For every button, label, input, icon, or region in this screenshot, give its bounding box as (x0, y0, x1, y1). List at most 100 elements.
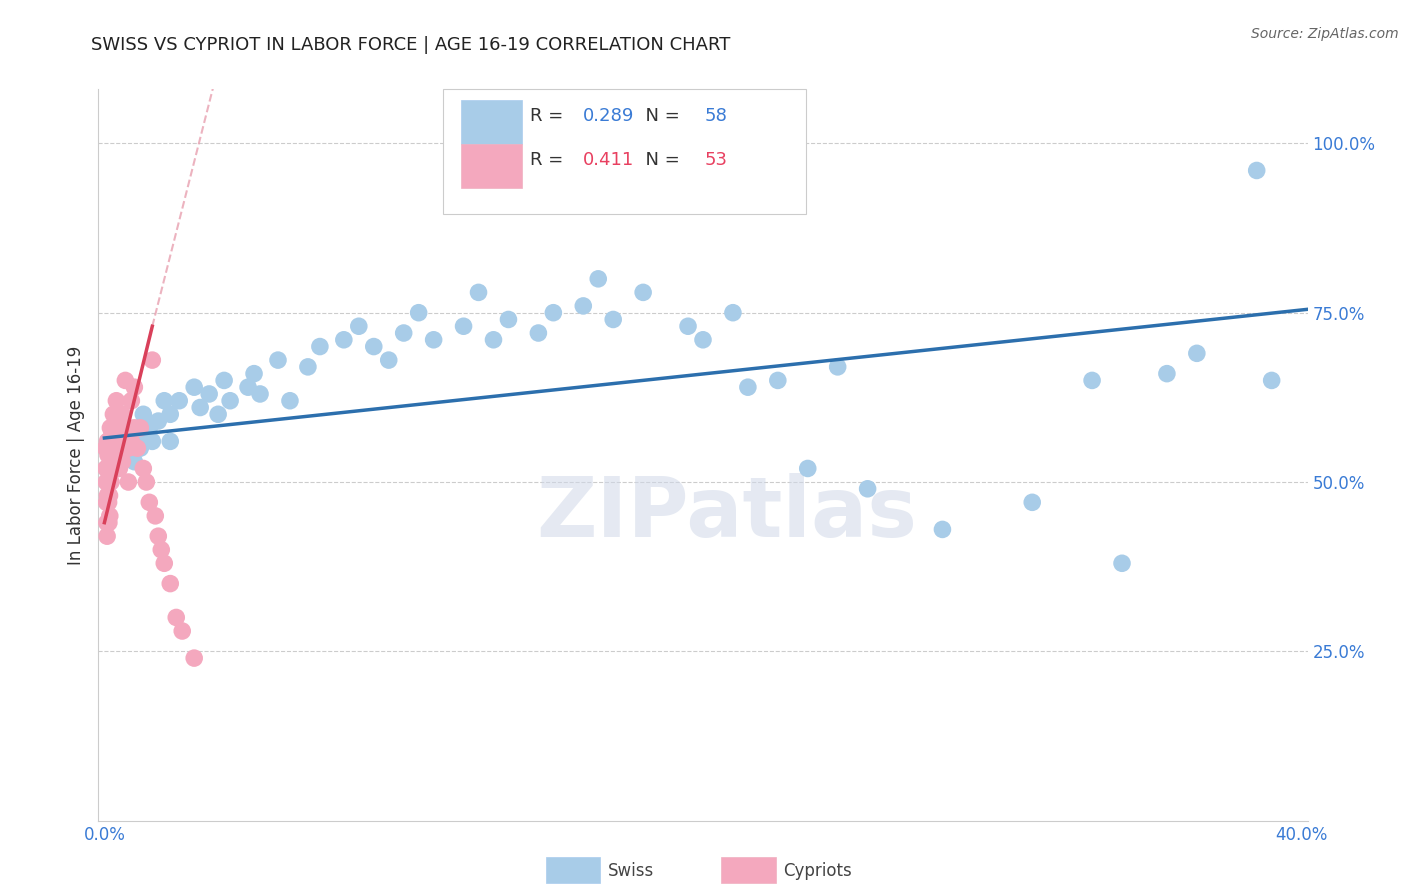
Point (120, 434, 142, 449)
Point (236, 380, 259, 394)
Point (97, 495, 120, 509)
Point (453, 319, 475, 334)
Point (127, 427, 149, 442)
Point (159, 576, 181, 591)
Point (392, 326, 415, 340)
Point (138, 421, 160, 435)
Y-axis label: In Labor Force | Age 16-19: In Labor Force | Age 16-19 (66, 345, 84, 565)
Point (107, 441, 129, 455)
Point (100, 461, 122, 475)
Point (103, 441, 125, 455)
Point (94, 461, 117, 475)
Point (267, 353, 290, 368)
Point (422, 333, 444, 347)
Point (97, 475, 120, 489)
Point (129, 421, 152, 435)
Point (138, 495, 160, 509)
Point (1111, 556, 1133, 570)
FancyBboxPatch shape (461, 144, 522, 188)
Point (347, 319, 370, 334)
Point (931, 523, 953, 537)
Point (135, 475, 157, 489)
Text: 58: 58 (704, 107, 727, 125)
Point (105, 393, 128, 408)
FancyBboxPatch shape (461, 100, 522, 144)
Point (103, 407, 125, 421)
Point (188, 401, 211, 415)
Point (1081, 373, 1104, 387)
Point (165, 610, 187, 624)
Point (96, 475, 118, 489)
Point (159, 434, 181, 449)
Point (124, 380, 146, 394)
Point (97, 516, 120, 530)
Point (212, 373, 235, 387)
Point (96, 529, 118, 543)
Point (98, 508, 121, 523)
Point (124, 455, 146, 469)
Text: Cypriots: Cypriots (783, 862, 852, 880)
Point (602, 312, 624, 326)
Point (114, 421, 136, 435)
Point (104, 421, 127, 435)
Point (586, 272, 609, 286)
Point (129, 441, 152, 455)
Text: R =: R = (530, 151, 569, 169)
Point (141, 353, 163, 368)
Point (114, 373, 136, 387)
Point (797, 461, 820, 475)
Point (96, 489, 118, 503)
Point (1156, 367, 1178, 381)
Point (467, 285, 489, 300)
Point (117, 475, 139, 489)
Point (132, 431, 155, 445)
Point (737, 380, 759, 394)
Point (543, 306, 565, 320)
Point (278, 393, 301, 408)
Point (148, 414, 170, 428)
Point (111, 455, 134, 469)
Point (98, 461, 121, 475)
Text: N =: N = (634, 107, 686, 125)
Point (108, 461, 131, 475)
Point (766, 373, 789, 387)
Text: 53: 53 (704, 151, 727, 169)
Point (243, 367, 266, 381)
Point (96, 495, 118, 509)
Point (856, 482, 879, 496)
Point (482, 333, 505, 347)
Point (124, 421, 146, 435)
Point (98, 489, 121, 503)
Text: 0.289: 0.289 (583, 107, 634, 125)
Point (167, 393, 190, 408)
FancyBboxPatch shape (443, 89, 806, 213)
Point (141, 434, 163, 449)
Point (96, 434, 118, 449)
Point (105, 434, 128, 449)
Point (408, 306, 430, 320)
Point (96, 516, 118, 530)
Point (101, 427, 124, 442)
Point (127, 441, 149, 455)
Point (153, 556, 176, 570)
Point (148, 529, 170, 543)
Point (249, 387, 271, 401)
Text: ZIPatlas: ZIPatlas (537, 473, 918, 554)
Point (108, 427, 131, 442)
Point (153, 393, 176, 408)
Point (132, 461, 155, 475)
Point (309, 340, 332, 354)
Point (111, 407, 134, 421)
Text: R =: R = (530, 107, 569, 125)
Point (143, 508, 166, 523)
Point (103, 461, 125, 475)
Text: Source: ZipAtlas.com: Source: ZipAtlas.com (1251, 27, 1399, 41)
Text: 0.411: 0.411 (583, 151, 634, 169)
Point (721, 306, 744, 320)
Text: SWISS VS CYPRIOT IN LABOR FORCE | AGE 16-19 CORRELATION CHART: SWISS VS CYPRIOT IN LABOR FORCE | AGE 16… (91, 36, 731, 54)
Point (183, 651, 205, 665)
Point (572, 299, 595, 313)
Point (183, 380, 205, 394)
Point (159, 407, 181, 421)
Point (676, 319, 699, 334)
